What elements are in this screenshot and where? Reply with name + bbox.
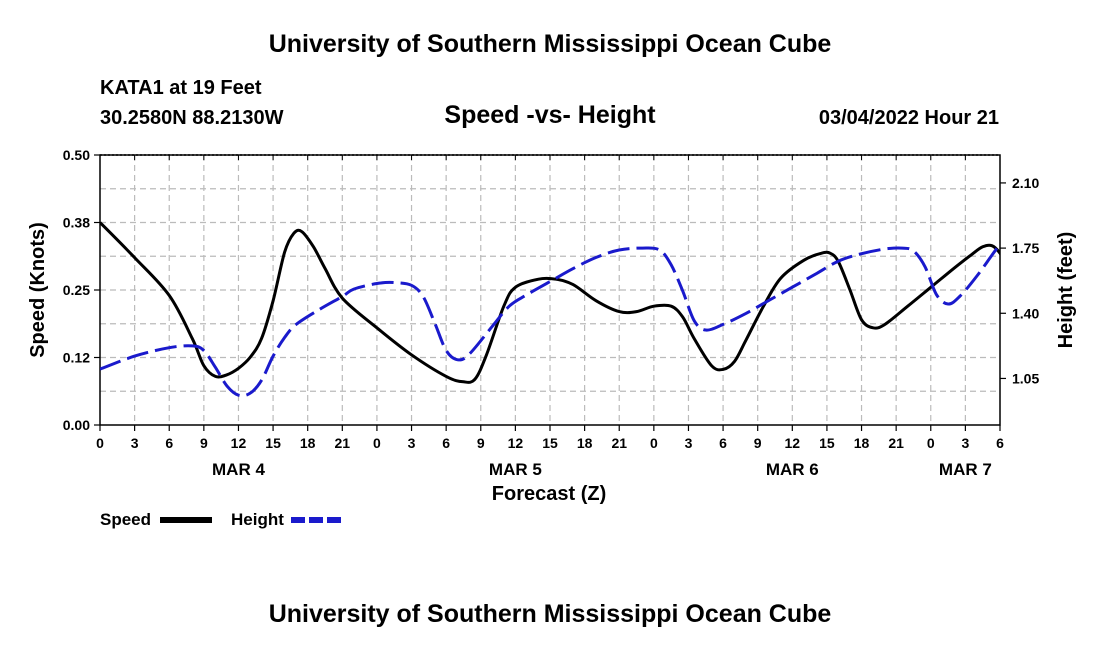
axis-labels: Forecast (Z) Speed (Knots) Height (feet) [27, 222, 1077, 505]
station-coordinates: 30.2580N 88.2130W [100, 107, 284, 129]
y-right-tick-label: 1.75 [1012, 240, 1039, 256]
legend-speed-label: Speed [100, 510, 152, 529]
chart-subtitle: Speed -vs- Height [444, 101, 656, 129]
series [100, 221, 1000, 398]
x-tick-label: 21 [888, 435, 904, 451]
x-tick-label: 18 [577, 435, 593, 451]
speed-series-line [100, 221, 1000, 384]
x-tick-label: 18 [300, 435, 316, 451]
x-tick-label: 21 [335, 435, 351, 451]
x-day-label: MAR 6 [766, 460, 819, 479]
y-left-tick-label: 0.12 [63, 350, 90, 366]
axes: 0 3 6 9 12 15 18 21 0 3 6 9 12 15 18 21 0 3 6 9 12 15 18 21 0 3 6 0… [63, 147, 1040, 479]
x-tick-label: 3 [685, 435, 693, 451]
y-left-tick-label: 0.00 [63, 417, 90, 433]
x-tick-label: 12 [231, 435, 247, 451]
y-axis-right-title: Height (feet) [1055, 232, 1077, 349]
x-day-label: MAR 4 [212, 460, 265, 479]
x-tick-label: 0 [96, 435, 104, 451]
grid [100, 155, 1000, 425]
x-day-label: MAR 5 [489, 460, 542, 479]
x-tick-label: 6 [165, 435, 173, 451]
x-tick-label: 0 [650, 435, 658, 451]
x-tick-label: 9 [477, 435, 485, 451]
y-right-tick-label: 2.10 [1012, 175, 1039, 191]
x-axis-title: Forecast (Z) [492, 483, 606, 505]
x-tick-label: 6 [996, 435, 1004, 451]
y-left-tick-label: 0.25 [63, 282, 90, 298]
x-tick-label: 0 [373, 435, 381, 451]
x-tick-label: 12 [785, 435, 801, 451]
y-right-tick-label: 1.40 [1012, 305, 1039, 321]
x-tick-label: 3 [961, 435, 969, 451]
x-tick-label: 15 [265, 435, 281, 451]
x-day-label: MAR 7 [939, 460, 992, 479]
x-tick-label: 3 [408, 435, 416, 451]
x-tick-label: 21 [611, 435, 627, 451]
y-axis-left-title: Speed (Knots) [27, 222, 49, 358]
x-tick-label: 3 [131, 435, 139, 451]
x-tick-label: 15 [819, 435, 835, 451]
page-title: University of Southern Mississippi Ocean… [268, 30, 832, 58]
forecast-datetime: 03/04/2022 Hour 21 [818, 107, 999, 129]
x-tick-label: 9 [754, 435, 762, 451]
x-tick-label: 6 [442, 435, 450, 451]
station-name: KATA1 at 19 Feet [100, 77, 262, 99]
x-tick-label: 15 [542, 435, 558, 451]
y-right-tick-label: 1.05 [1012, 370, 1039, 386]
legend-height-label: Height [231, 510, 284, 529]
x-tick-label: 6 [719, 435, 727, 451]
x-tick-label: 0 [927, 435, 935, 451]
footer-title: University of Southern Mississippi Ocean… [268, 600, 832, 628]
x-tick-label: 9 [200, 435, 208, 451]
x-tick-label: 18 [854, 435, 870, 451]
y-left-tick-label: 0.50 [63, 147, 90, 163]
y-left-tick-label: 0.38 [63, 215, 90, 231]
height-series-line [100, 242, 1000, 398]
x-tick-label: 12 [508, 435, 524, 451]
